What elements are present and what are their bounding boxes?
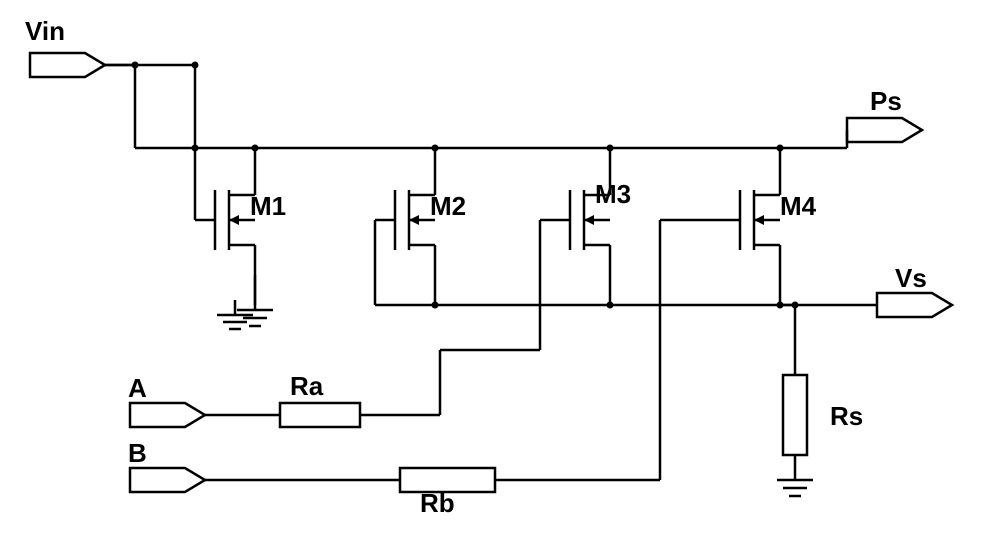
label-ra: Ra bbox=[290, 371, 324, 401]
output-port-icon bbox=[847, 118, 922, 142]
label-m2: M2 bbox=[430, 191, 466, 221]
label-m4: M4 bbox=[780, 191, 817, 221]
input-port-icon bbox=[130, 403, 205, 427]
label-rs: Rs bbox=[830, 401, 863, 431]
output-port-icon bbox=[877, 293, 952, 317]
label-ps: Ps bbox=[870, 86, 902, 116]
input-port-icon bbox=[30, 53, 105, 77]
circuit-diagram: Vin Ps M1 M2 M3 M4 Vs A Ra B Rb Rs bbox=[0, 0, 1000, 560]
label-m1: M1 bbox=[250, 191, 286, 221]
label-m3: M3 bbox=[595, 179, 631, 209]
label-vs: Vs bbox=[895, 263, 927, 293]
label-b: B bbox=[128, 438, 147, 468]
label-vin: Vin bbox=[25, 16, 65, 46]
label-rb: Rb bbox=[420, 488, 455, 518]
input-port-icon bbox=[130, 468, 205, 492]
label-a: A bbox=[128, 373, 147, 403]
